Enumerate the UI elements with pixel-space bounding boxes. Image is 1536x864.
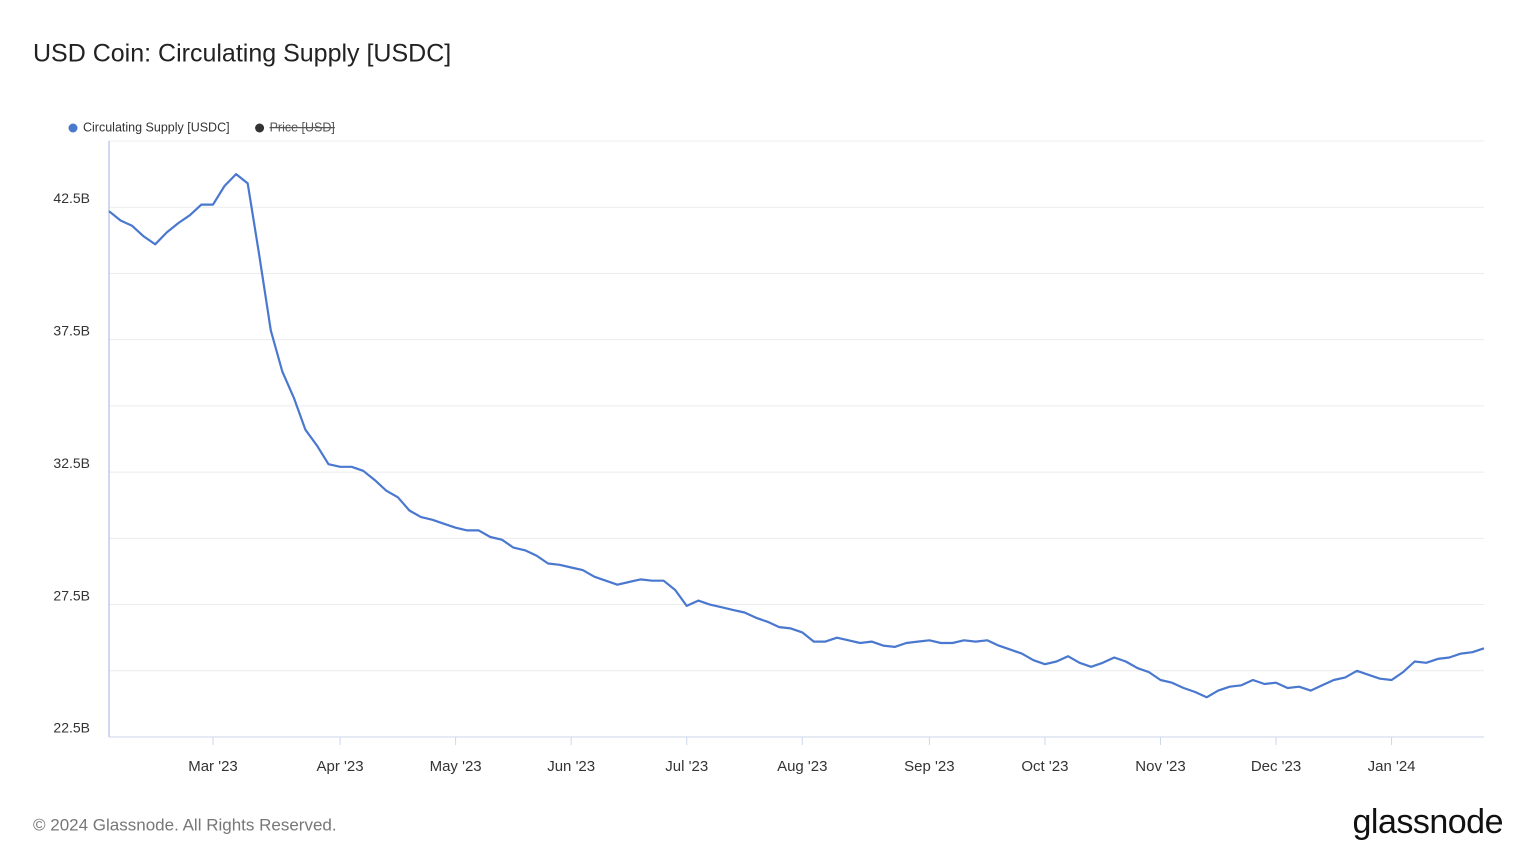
x-tick-label: Dec '23 <box>1251 758 1301 775</box>
x-tick-label: Apr '23 <box>317 758 364 775</box>
brand-logo: glassnode <box>1352 803 1503 841</box>
y-tick-label: 42.5B <box>53 190 90 206</box>
chart-title: USD Coin: Circulating Supply [USDC] <box>33 40 451 68</box>
x-tick-label: Nov '23 <box>1135 758 1185 775</box>
legend-marker[interactable] <box>68 123 78 133</box>
x-tick-label: Aug '23 <box>777 758 827 775</box>
legend-label[interactable]: Price [USD] <box>270 120 335 134</box>
copyright: © 2024 Glassnode. All Rights Reserved. <box>33 815 337 834</box>
x-tick-label: Jan '24 <box>1368 758 1416 775</box>
y-tick-label: 32.5B <box>53 455 90 471</box>
x-tick-label: Mar '23 <box>188 758 238 775</box>
y-tick-label: 22.5B <box>53 720 90 736</box>
y-tick-label: 37.5B <box>53 322 90 338</box>
x-tick-label: Sep '23 <box>904 758 954 775</box>
y-tick-label: 27.5B <box>53 587 90 603</box>
x-tick-label: Jun '23 <box>547 758 595 775</box>
x-tick-label: May '23 <box>430 758 482 775</box>
legend-marker[interactable] <box>255 123 265 133</box>
x-tick-label: Oct '23 <box>1021 758 1068 775</box>
data-line <box>108 173 1485 699</box>
legend-label[interactable]: Circulating Supply [USDC] <box>83 120 230 134</box>
x-tick-label: Jul '23 <box>665 758 708 775</box>
